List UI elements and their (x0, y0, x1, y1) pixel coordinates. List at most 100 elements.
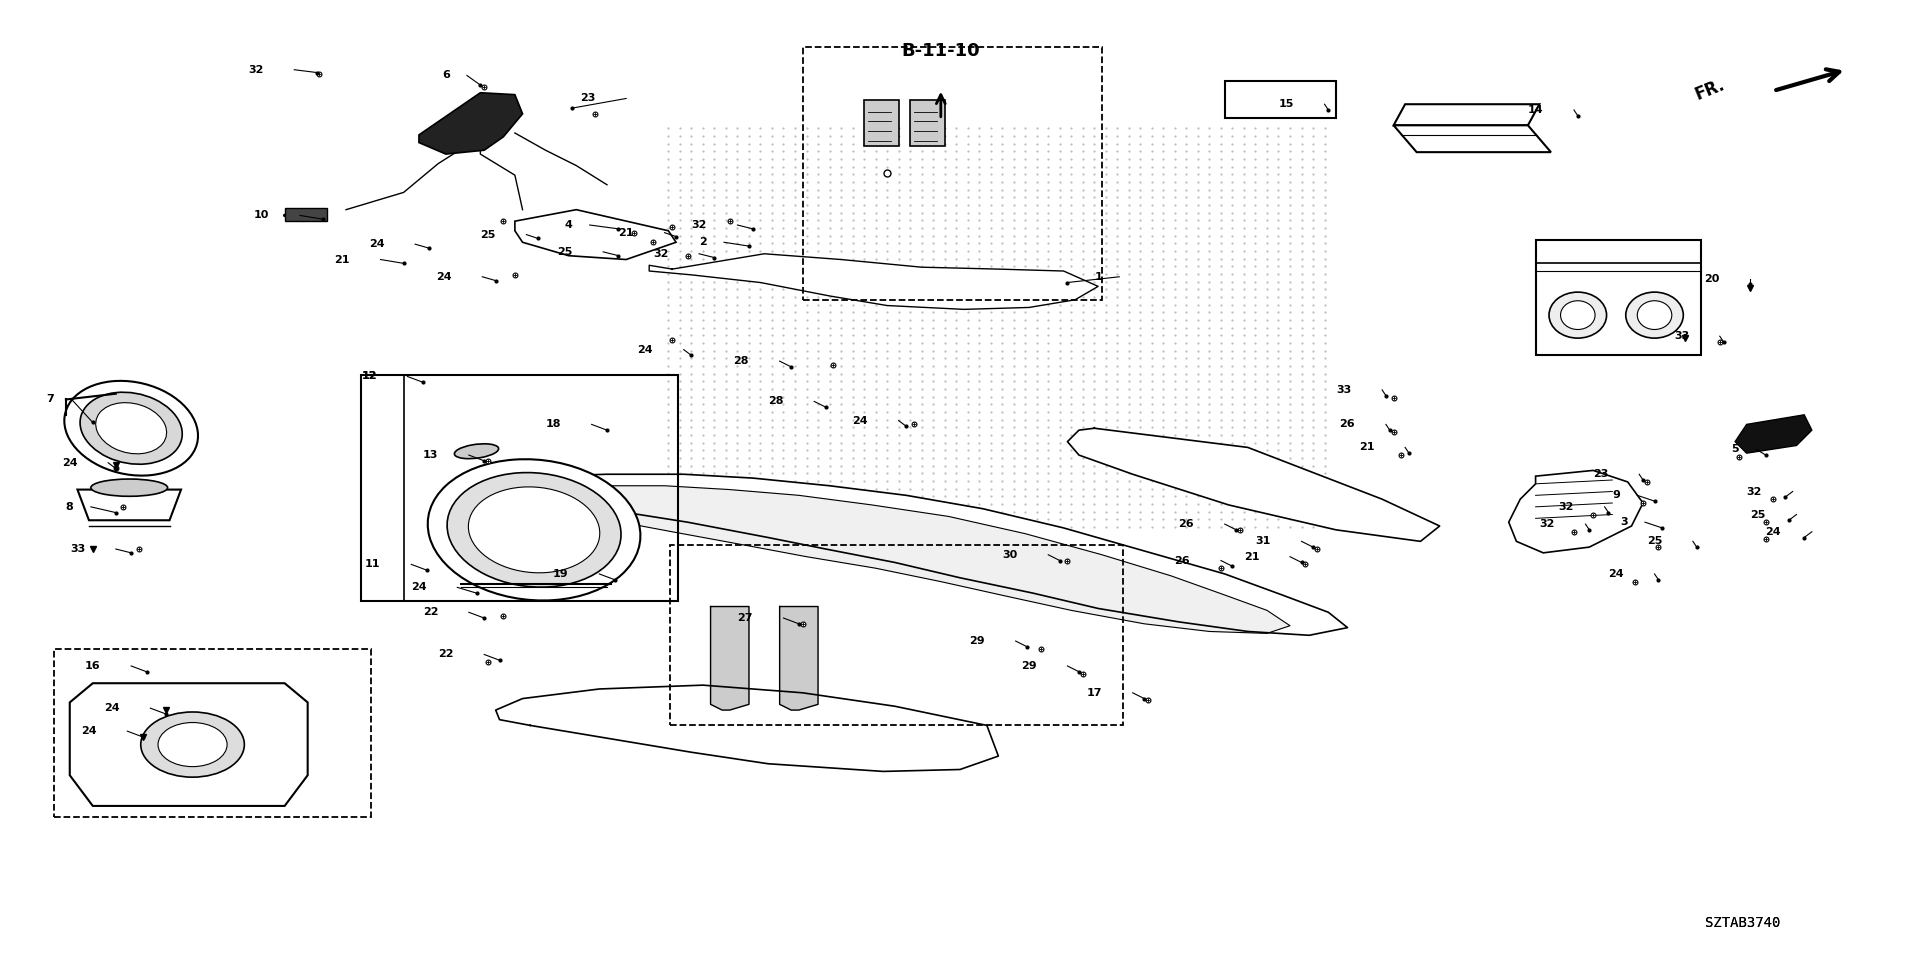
Text: 24: 24 (369, 239, 384, 250)
Ellipse shape (96, 402, 167, 454)
Bar (670, 545, 1123, 726)
Text: 24: 24 (1766, 527, 1782, 537)
Ellipse shape (1626, 292, 1684, 338)
Text: 12: 12 (361, 372, 376, 381)
Text: 24: 24 (81, 726, 96, 736)
Ellipse shape (90, 479, 167, 496)
Text: 25: 25 (557, 247, 572, 257)
Text: 25: 25 (480, 229, 495, 240)
Ellipse shape (1638, 300, 1672, 329)
Text: 24: 24 (61, 458, 77, 468)
Text: 16: 16 (84, 661, 100, 671)
Ellipse shape (140, 712, 244, 778)
Text: 11: 11 (365, 560, 380, 569)
Polygon shape (710, 607, 749, 710)
Ellipse shape (447, 472, 620, 588)
Text: 6: 6 (442, 70, 449, 81)
Text: 21: 21 (618, 228, 634, 238)
Text: 27: 27 (737, 613, 753, 623)
Text: 26: 26 (1175, 556, 1190, 565)
Ellipse shape (1561, 300, 1596, 329)
Text: 15: 15 (1279, 99, 1294, 109)
Ellipse shape (455, 444, 499, 459)
Text: 20: 20 (1705, 274, 1720, 284)
Polygon shape (495, 685, 998, 772)
Text: 32: 32 (248, 64, 263, 75)
Text: 8: 8 (65, 502, 73, 512)
Text: 24: 24 (1609, 569, 1624, 579)
Text: 33: 33 (69, 544, 84, 554)
Text: 10: 10 (253, 210, 269, 221)
Text: 2: 2 (699, 237, 707, 248)
Text: 32: 32 (691, 220, 707, 230)
Bar (864, 101, 899, 147)
Ellipse shape (81, 393, 182, 465)
Polygon shape (1736, 415, 1812, 453)
Text: 32: 32 (1747, 487, 1763, 496)
Text: 19: 19 (553, 569, 568, 579)
Bar (54, 649, 371, 817)
Text: 28: 28 (768, 396, 783, 406)
Text: 17: 17 (1087, 687, 1102, 698)
Text: 24: 24 (637, 345, 653, 354)
Text: 32: 32 (1559, 502, 1574, 512)
Polygon shape (515, 209, 676, 259)
Text: 14: 14 (1528, 105, 1544, 115)
Ellipse shape (428, 459, 641, 600)
Text: 21: 21 (334, 254, 349, 265)
Text: 29: 29 (1021, 661, 1037, 671)
Bar (910, 101, 945, 147)
Ellipse shape (157, 723, 227, 767)
Text: 28: 28 (733, 356, 749, 366)
Text: 30: 30 (1002, 550, 1018, 560)
Text: 4: 4 (564, 220, 572, 230)
Polygon shape (77, 490, 180, 520)
Polygon shape (492, 474, 1348, 636)
Text: 24: 24 (852, 416, 868, 425)
Text: 33: 33 (1336, 385, 1352, 395)
Text: 7: 7 (46, 395, 54, 404)
Text: 31: 31 (1256, 537, 1271, 546)
Text: 13: 13 (422, 450, 438, 460)
Text: 26: 26 (1179, 519, 1194, 529)
Text: 18: 18 (545, 420, 561, 429)
Text: 23: 23 (1594, 469, 1609, 479)
Polygon shape (649, 253, 1098, 309)
Text: 3: 3 (1620, 517, 1628, 527)
Text: 24: 24 (104, 703, 119, 713)
Text: 22: 22 (438, 650, 453, 660)
Bar (803, 47, 1102, 300)
Polygon shape (1394, 126, 1551, 152)
Text: 26: 26 (1340, 420, 1356, 429)
Text: 9: 9 (1613, 491, 1620, 500)
Text: 21: 21 (1244, 552, 1260, 562)
Text: 24: 24 (411, 583, 426, 592)
Ellipse shape (468, 487, 599, 573)
Polygon shape (515, 486, 1290, 634)
Text: 32: 32 (1540, 519, 1555, 529)
Ellipse shape (1549, 292, 1607, 338)
Polygon shape (1509, 470, 1644, 553)
Ellipse shape (63, 381, 198, 475)
Text: FR.: FR. (1692, 76, 1728, 104)
Text: 29: 29 (970, 636, 985, 646)
Polygon shape (780, 607, 818, 710)
Bar (1225, 82, 1336, 118)
Text: 32: 32 (653, 249, 668, 259)
Text: 33: 33 (1674, 331, 1690, 341)
Text: SZTAB3740: SZTAB3740 (1705, 916, 1780, 930)
Bar (284, 207, 326, 221)
Polygon shape (69, 684, 307, 806)
Polygon shape (419, 93, 522, 154)
Text: 21: 21 (1359, 443, 1375, 452)
Text: B-11-10: B-11-10 (902, 41, 979, 60)
Text: 22: 22 (422, 608, 438, 617)
Text: 1: 1 (1094, 272, 1102, 282)
Text: 24: 24 (436, 272, 451, 282)
Bar (1536, 240, 1701, 355)
Polygon shape (1394, 105, 1540, 126)
Bar (361, 374, 678, 601)
Text: 25: 25 (1647, 537, 1663, 546)
Text: 23: 23 (580, 93, 595, 104)
Text: 25: 25 (1751, 510, 1766, 519)
